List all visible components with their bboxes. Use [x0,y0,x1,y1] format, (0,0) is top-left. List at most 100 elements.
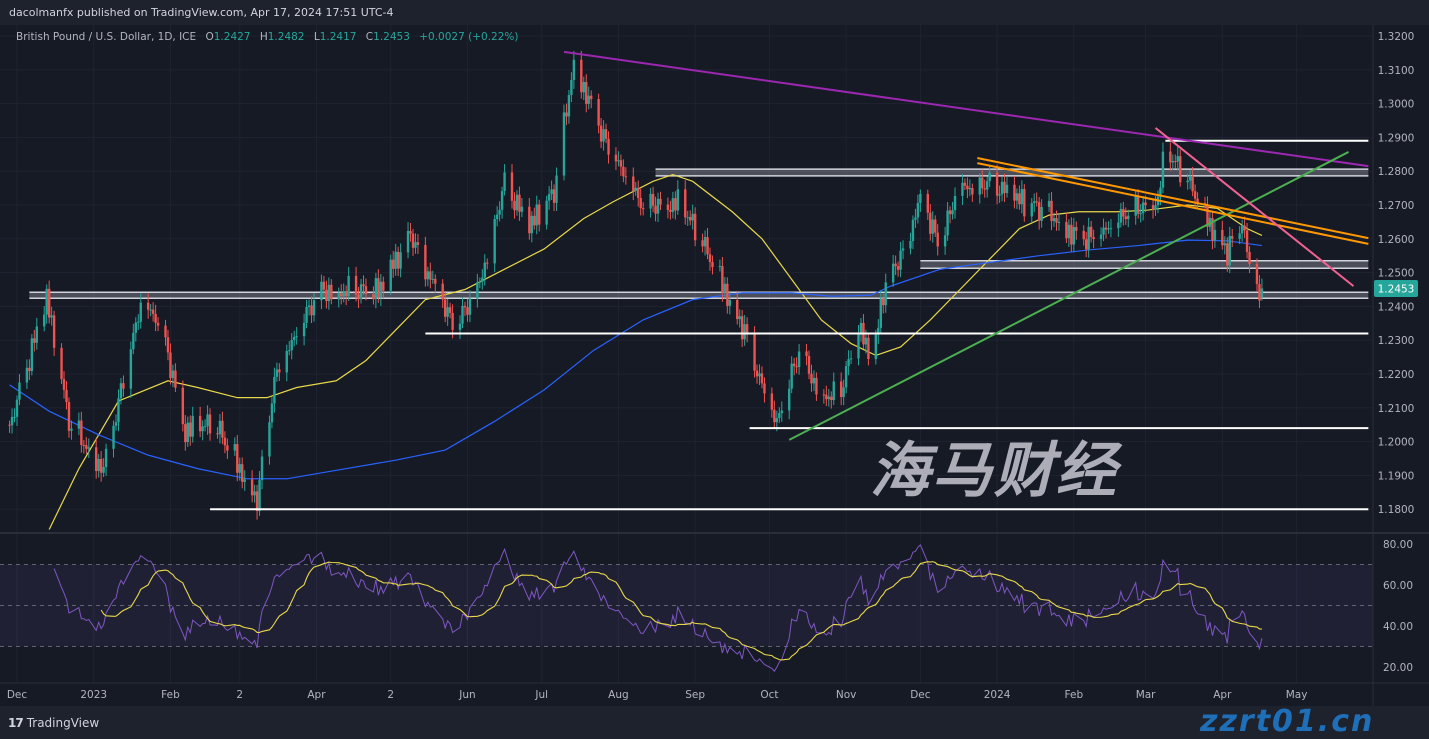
candle[interactable] [674,191,677,220]
candle[interactable] [986,176,989,198]
candle[interactable] [911,215,915,250]
candle[interactable] [1089,221,1093,243]
rsi-pane[interactable] [0,544,1373,673]
candle[interactable] [1015,188,1019,209]
candle[interactable] [411,228,415,256]
candle[interactable] [948,206,952,224]
candle[interactable] [65,381,68,410]
candle[interactable] [295,327,298,345]
time-axis[interactable]: Dec 2023 Feb 2 Apr 2 Jun Jul Aug Sep Oct Nov Dec 2024… [7,689,1308,701]
candle[interactable] [374,272,378,309]
candle[interactable] [1003,173,1006,202]
candle[interactable] [879,290,882,334]
candle[interactable] [307,299,311,316]
candle[interactable] [1213,220,1217,248]
candle[interactable] [513,192,516,219]
candle[interactable] [763,377,766,403]
candle[interactable] [434,274,437,293]
candle[interactable] [409,222,412,242]
candle[interactable] [43,305,46,332]
candle[interactable] [778,407,781,423]
candle[interactable] [392,250,395,278]
price-zone[interactable] [920,260,1369,269]
candle[interactable] [909,232,912,255]
candle[interactable] [570,72,573,103]
candle[interactable] [901,240,905,260]
candle[interactable] [736,290,739,325]
candle[interactable] [1248,246,1251,274]
candle[interactable] [637,180,640,207]
candle[interactable] [320,274,323,310]
candle[interactable] [884,273,887,313]
candle[interactable] [760,366,764,389]
candle[interactable] [151,302,155,322]
candle[interactable] [1030,198,1033,223]
candle[interactable] [1141,196,1145,221]
candle[interactable] [223,431,227,454]
candle[interactable] [1055,210,1058,231]
candle[interactable] [867,332,870,366]
candle[interactable] [486,258,489,270]
candle[interactable] [770,387,774,418]
candle[interactable] [189,415,192,446]
candle[interactable] [510,164,514,209]
candle[interactable] [758,364,761,385]
candle[interactable] [839,372,843,406]
candle[interactable] [983,179,986,198]
candle[interactable] [538,199,541,232]
candle[interactable] [1223,236,1226,255]
candle[interactable] [1023,184,1026,222]
candle[interactable] [882,293,885,314]
candle[interactable] [1211,211,1214,250]
candle[interactable] [448,302,452,319]
candle[interactable] [1240,219,1244,242]
trendline[interactable] [788,151,1350,441]
candle[interactable] [236,434,239,482]
candle[interactable] [493,214,496,273]
candle[interactable] [1231,228,1234,248]
candle[interactable] [891,254,895,287]
candle[interactable] [1107,221,1110,234]
candle[interactable] [535,195,538,235]
candle[interactable] [1119,202,1123,228]
candle[interactable] [354,266,358,302]
candle[interactable] [934,215,937,238]
candle[interactable] [382,276,385,299]
candle[interactable] [35,317,38,350]
candle[interactable] [1099,227,1103,247]
candle[interactable] [253,484,256,503]
candle[interactable] [1082,225,1085,246]
candle[interactable] [357,286,360,309]
candle[interactable] [478,277,482,289]
candle[interactable] [617,151,620,167]
candle[interactable] [1174,154,1177,169]
candle[interactable] [1052,212,1056,227]
candle[interactable] [1226,237,1229,272]
candle[interactable] [414,233,417,254]
candle[interactable] [52,310,56,356]
candle[interactable] [632,167,635,201]
candle[interactable] [1035,192,1038,207]
candle[interactable] [359,278,363,304]
candle[interactable] [67,397,71,438]
candle[interactable] [1228,226,1231,274]
candle[interactable] [669,200,672,220]
candle[interactable] [926,189,929,220]
candle[interactable] [827,388,830,407]
candle[interactable] [500,186,504,219]
candle[interactable] [567,89,571,124]
candle[interactable] [104,443,108,476]
candle[interactable] [60,343,63,385]
candle[interactable] [676,180,680,215]
candle[interactable] [208,408,212,441]
candle[interactable] [711,255,714,275]
candle[interactable] [1188,169,1192,190]
candle[interactable] [604,123,608,144]
candle[interactable] [780,401,783,422]
candle[interactable] [1193,184,1197,208]
candle[interactable] [810,364,813,392]
candle[interactable] [844,360,848,394]
candle[interactable] [981,169,984,195]
candle[interactable] [807,350,811,380]
candle[interactable] [174,363,177,393]
